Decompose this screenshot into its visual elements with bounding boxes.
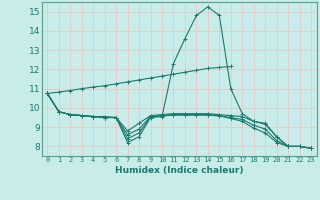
X-axis label: Humidex (Indice chaleur): Humidex (Indice chaleur) — [115, 166, 244, 175]
